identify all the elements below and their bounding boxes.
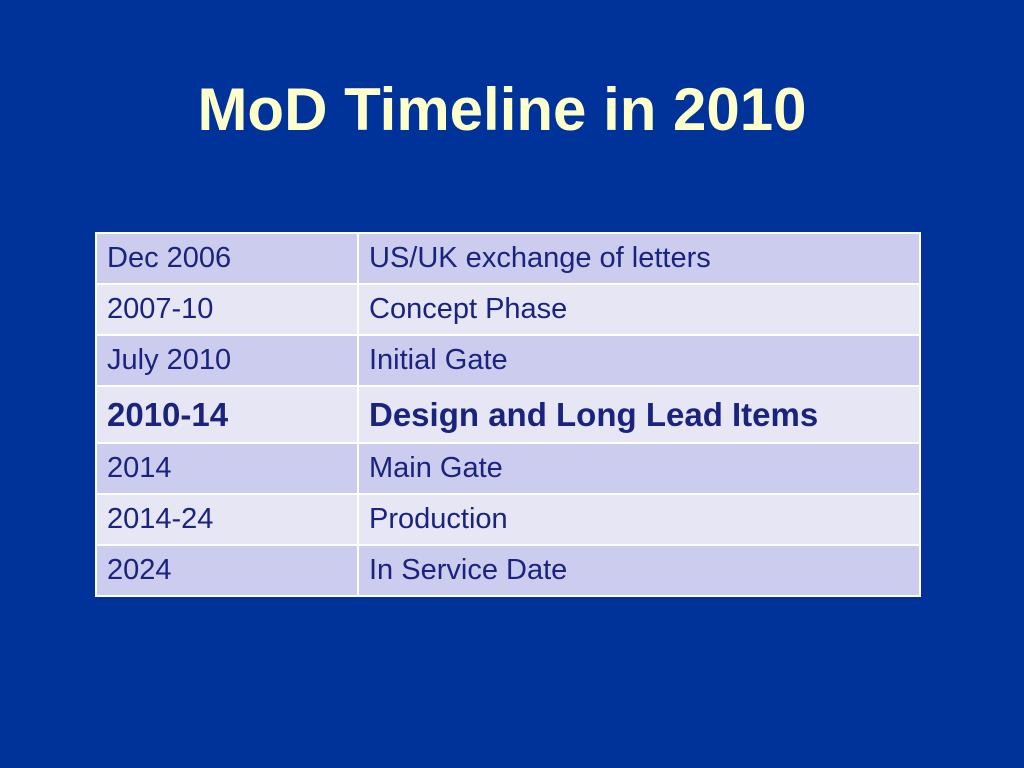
timeline-table: Dec 2006 US/UK exchange of letters 2007-…	[95, 232, 921, 597]
timeline-event: Design and Long Lead Items	[357, 385, 921, 444]
table-row: Dec 2006 US/UK exchange of letters	[95, 232, 921, 285]
timeline-date: 2007-10	[95, 283, 359, 336]
table-row: July 2010 Initial Gate	[95, 334, 921, 387]
table-row-highlighted: 2010-14 Design and Long Lead Items	[95, 385, 921, 444]
timeline-date: 2010-14	[95, 385, 359, 444]
timeline-date: 2014	[95, 442, 359, 495]
timeline-date: 2014-24	[95, 493, 359, 546]
timeline-event: In Service Date	[357, 544, 921, 597]
table-row: 2014 Main Gate	[95, 442, 921, 495]
timeline-event: Concept Phase	[357, 283, 921, 336]
table-row: 2007-10 Concept Phase	[95, 283, 921, 336]
table-row: 2014-24 Production	[95, 493, 921, 546]
timeline-event: Production	[357, 493, 921, 546]
timeline-event: Main Gate	[357, 442, 921, 495]
timeline-event: Initial Gate	[357, 334, 921, 387]
timeline-date: July 2010	[95, 334, 359, 387]
table-row: 2024 In Service Date	[95, 544, 921, 597]
timeline-date: Dec 2006	[95, 232, 359, 285]
slide-title: MoD Timeline in 2010	[197, 76, 807, 143]
timeline-event: US/UK exchange of letters	[357, 232, 921, 285]
timeline-date: 2024	[95, 544, 359, 597]
